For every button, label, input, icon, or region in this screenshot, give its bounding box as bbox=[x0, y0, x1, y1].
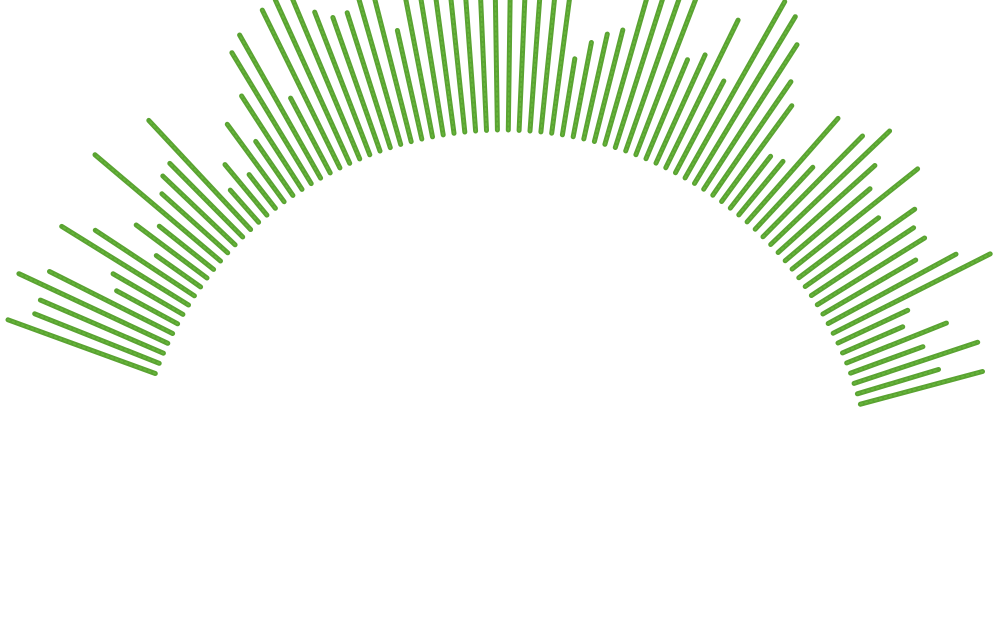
ray-line-sheen bbox=[115, 290, 179, 325]
ray-line-sheen bbox=[693, 15, 797, 185]
ray-line-sheen bbox=[229, 189, 260, 223]
ray-line-sheen bbox=[832, 253, 991, 334]
ray-line-sheen bbox=[746, 117, 839, 223]
ray-line-sheen bbox=[155, 254, 202, 288]
ray-line-sheen bbox=[161, 193, 229, 254]
ray-line-sheen bbox=[754, 166, 814, 230]
ray-line-sheen bbox=[791, 168, 919, 270]
ray-line-sheen bbox=[254, 140, 294, 197]
ray-line-sheen bbox=[702, 43, 798, 190]
ray-line-sheen bbox=[684, 0, 786, 179]
ray-line-sheen bbox=[593, 29, 624, 143]
ray-line-sheen bbox=[822, 259, 917, 315]
ray-line-sheen bbox=[435, 0, 455, 135]
ray-line-sheen bbox=[346, 11, 392, 149]
ray-line-sheen bbox=[450, 0, 466, 133]
ray-line-sheen bbox=[374, 0, 412, 143]
ray-line-sheen bbox=[777, 164, 876, 254]
ray-line-sheen bbox=[572, 41, 593, 138]
ray-line-sheen bbox=[738, 160, 784, 216]
ray-line-sheen bbox=[148, 119, 252, 231]
ray-line-sheen bbox=[39, 299, 165, 354]
ray-line-sheen bbox=[712, 80, 792, 196]
ray-line-sheen bbox=[224, 163, 268, 216]
ray-line-sheen bbox=[18, 272, 169, 345]
ray-line-sheen bbox=[635, 0, 697, 156]
ray-line-sheen bbox=[94, 229, 196, 297]
ray-line-sheen bbox=[494, 0, 499, 131]
ray-line-sheen bbox=[60, 225, 190, 306]
ray-line-sheen bbox=[798, 217, 880, 279]
ray-line-sheen bbox=[550, 0, 571, 134]
ray-line-sheen bbox=[405, 0, 434, 138]
ray-line-sheen bbox=[816, 237, 926, 306]
ray-line-sheen bbox=[518, 0, 526, 132]
ray-line-sheen bbox=[729, 155, 772, 209]
ray-line-sheen bbox=[720, 104, 793, 203]
ray-line-sheen bbox=[465, 0, 477, 132]
ray-line-sheen bbox=[420, 0, 444, 136]
ray-line-sheen bbox=[655, 54, 706, 164]
ray-line-sheen bbox=[7, 319, 157, 375]
ray-line-sheen bbox=[604, 0, 648, 146]
ray-line-sheen bbox=[48, 270, 174, 335]
ray-line-sheen bbox=[396, 29, 423, 140]
ray-line-sheen bbox=[624, 0, 680, 152]
ray-line-sheen bbox=[112, 273, 184, 316]
ray-line-sheen bbox=[289, 97, 331, 174]
ray-line-sheen bbox=[94, 154, 222, 262]
ray-line-sheen bbox=[274, 0, 351, 165]
ray-line-sheen bbox=[784, 188, 871, 262]
ray-line-sheen bbox=[841, 326, 904, 354]
ray-line-sheen bbox=[769, 130, 891, 246]
ray-line-sheen bbox=[529, 0, 541, 132]
ray-line-sheen bbox=[158, 225, 215, 271]
ray-line-sheen bbox=[853, 341, 979, 385]
ray-line-sheen bbox=[479, 0, 488, 132]
ray-line-sheen bbox=[226, 123, 285, 203]
ray-line-sheen bbox=[762, 135, 864, 238]
ray-line-sheen bbox=[665, 19, 739, 169]
ray-line-sheen bbox=[261, 9, 341, 169]
ray-line-sheen bbox=[33, 313, 160, 365]
ray-line-sheen bbox=[240, 95, 303, 191]
ray-line-sheen bbox=[135, 224, 208, 279]
ray-line-sheen bbox=[856, 368, 940, 395]
ray-line bbox=[835, 307, 911, 346]
ray-line-sheen bbox=[827, 253, 957, 325]
ray-line-sheen bbox=[332, 16, 381, 152]
ray-line-sheen bbox=[645, 58, 689, 160]
ray-line bbox=[559, 56, 578, 138]
ray-line-sheen bbox=[231, 51, 312, 185]
ray-line bbox=[848, 344, 926, 376]
ray-line-sheen bbox=[238, 34, 322, 179]
ray-line-sheen bbox=[845, 322, 948, 364]
ray-line-sheen bbox=[292, 0, 361, 160]
ray-line-sheen bbox=[313, 11, 371, 156]
rays-group bbox=[5, 0, 993, 407]
ray-line-sheen bbox=[674, 80, 725, 174]
ray-line-sheen bbox=[248, 173, 277, 210]
ray-line-sheen bbox=[169, 162, 244, 238]
ray-line-sheen bbox=[810, 227, 915, 297]
ray-line-sheen bbox=[162, 175, 236, 246]
ray-line-sheen bbox=[507, 0, 511, 131]
ray-line-sheen bbox=[804, 208, 916, 288]
ray-line-sheen bbox=[859, 370, 984, 405]
ray-line-sheen bbox=[540, 0, 556, 133]
ray-line-sheen bbox=[583, 33, 609, 140]
ray-line-sheen bbox=[614, 0, 664, 149]
ray-line-sheen bbox=[358, 0, 402, 146]
